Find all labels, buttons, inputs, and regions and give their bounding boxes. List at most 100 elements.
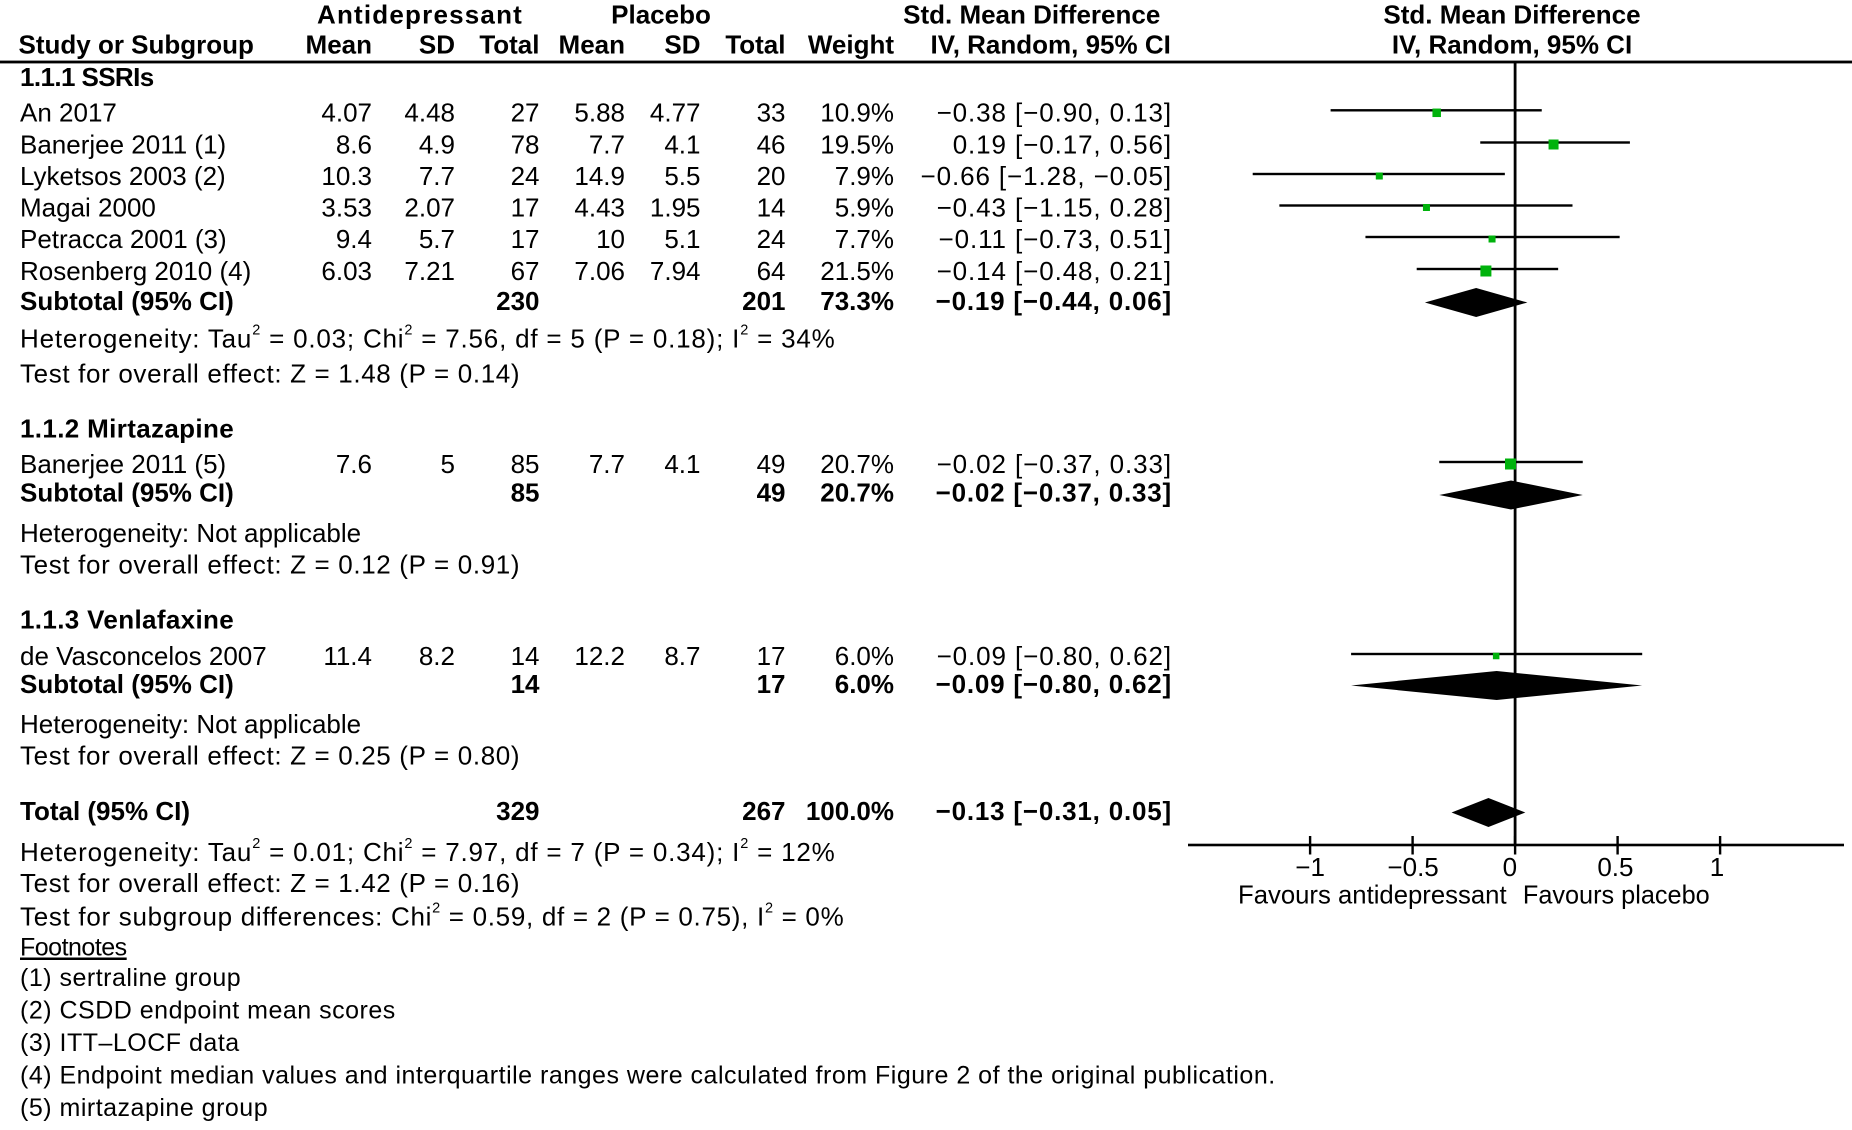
- svg-text:Magai 2000: Magai 2000: [20, 193, 156, 223]
- svg-text:−0.09 [−0.80, 0.62]: −0.09 [−0.80, 0.62]: [937, 641, 1172, 671]
- svg-text:Test for subgroup differences:: Test for subgroup differences: Chi2​ = 0…: [20, 901, 844, 932]
- svg-text:21.5%: 21.5%: [820, 256, 894, 286]
- svg-text:5.9%: 5.9%: [835, 193, 894, 223]
- svg-text:Subtotal (95% CI): Subtotal (95% CI): [20, 478, 234, 508]
- svg-text:24: 24: [511, 161, 540, 191]
- svg-text:Weight: Weight: [808, 30, 895, 60]
- svg-text:IV, Random, 95% CI: IV, Random, 95% CI: [931, 30, 1171, 60]
- svg-text:Heterogeneity: Tau2​ = 0.01; C: Heterogeneity: Tau2​ = 0.01; Chi2​ = 7.9…: [20, 836, 836, 867]
- svg-text:−0.11 [−0.73, 0.51]: −0.11 [−0.73, 0.51]: [939, 224, 1172, 254]
- svg-text:SD: SD: [664, 30, 700, 60]
- svg-text:−0.38 [−0.90, 0.13]: −0.38 [−0.90, 0.13]: [937, 98, 1172, 128]
- svg-text:4.07: 4.07: [321, 98, 372, 128]
- svg-text:46: 46: [757, 130, 786, 160]
- svg-text:Mean: Mean: [306, 30, 372, 60]
- svg-text:73.3%: 73.3%: [820, 286, 894, 316]
- svg-text:6.0%: 6.0%: [835, 669, 894, 699]
- svg-text:−1: −1: [1295, 852, 1325, 882]
- svg-text:7.94: 7.94: [650, 256, 701, 286]
- svg-text:27: 27: [511, 98, 540, 128]
- svg-text:20.7%: 20.7%: [820, 478, 894, 508]
- svg-text:Placebo: Placebo: [611, 0, 711, 30]
- svg-text:7.7: 7.7: [419, 161, 455, 191]
- svg-text:10.3: 10.3: [321, 161, 372, 191]
- svg-text:24: 24: [757, 224, 786, 254]
- svg-text:10: 10: [596, 224, 625, 254]
- svg-text:7.6: 7.6: [336, 449, 372, 479]
- svg-text:7.06: 7.06: [574, 256, 625, 286]
- svg-text:−0.14 [−0.48, 0.21]: −0.14 [−0.48, 0.21]: [937, 256, 1172, 286]
- svg-text:5.5: 5.5: [664, 161, 700, 191]
- svg-text:8.2: 8.2: [419, 641, 455, 671]
- svg-text:(1) sertraline group: (1) sertraline group: [20, 964, 241, 992]
- svg-text:20: 20: [757, 161, 786, 191]
- svg-text:7.7: 7.7: [589, 130, 625, 160]
- svg-text:1.1.2 Mirtazapine: 1.1.2 Mirtazapine: [20, 414, 234, 444]
- svg-text:19.5%: 19.5%: [820, 130, 894, 160]
- svg-text:Antidepressant: Antidepressant: [317, 0, 523, 30]
- svg-text:6.03: 6.03: [321, 256, 372, 286]
- svg-text:329: 329: [496, 796, 539, 826]
- svg-text:49: 49: [757, 478, 786, 508]
- svg-text:7.7: 7.7: [589, 449, 625, 479]
- svg-text:Banerjee 2011 (1): Banerjee 2011 (1): [20, 130, 226, 160]
- svg-text:0: 0: [1503, 852, 1517, 882]
- svg-text:(3) ITT–LOCF data: (3) ITT–LOCF data: [20, 1029, 240, 1057]
- svg-text:14: 14: [511, 669, 540, 699]
- svg-text:7.21: 7.21: [404, 256, 455, 286]
- svg-text:Total: Total: [725, 30, 785, 60]
- svg-text:Rosenberg 2010 (4): Rosenberg 2010 (4): [20, 256, 251, 286]
- svg-text:SD: SD: [419, 30, 455, 60]
- svg-text:Lyketsos 2003 (2): Lyketsos 2003 (2): [20, 161, 226, 191]
- svg-text:201: 201: [742, 286, 785, 316]
- svg-text:Test for overall effect: Z = 0: Test for overall effect: Z = 0.12 (P = 0…: [20, 550, 520, 580]
- svg-text:4.48: 4.48: [404, 98, 455, 128]
- svg-text:5.88: 5.88: [574, 98, 625, 128]
- svg-text:de Vasconcelos 2007: de Vasconcelos 2007: [20, 641, 267, 671]
- svg-text:Favours antidepressant: Favours antidepressant: [1238, 880, 1507, 910]
- svg-text:64: 64: [757, 256, 786, 286]
- svg-text:Test for overall effect: Z = 1: Test for overall effect: Z = 1.42 (P = 0…: [20, 868, 520, 898]
- svg-text:4.1: 4.1: [664, 130, 700, 160]
- svg-text:−0.13 [−0.31, 0.05]: −0.13 [−0.31, 0.05]: [936, 796, 1172, 826]
- svg-text:49: 49: [757, 449, 786, 479]
- svg-text:−0.09 [−0.80, 0.62]: −0.09 [−0.80, 0.62]: [936, 669, 1172, 699]
- svg-text:7.9%: 7.9%: [835, 161, 894, 191]
- svg-text:(2) CSDD endpoint mean scores: (2) CSDD endpoint mean scores: [20, 997, 396, 1025]
- svg-text:8.7: 8.7: [664, 641, 700, 671]
- svg-text:1.95: 1.95: [650, 193, 701, 223]
- svg-text:0.5: 0.5: [1597, 852, 1633, 882]
- svg-text:Banerjee 2011 (5): Banerjee 2011 (5): [20, 449, 226, 479]
- svg-text:17: 17: [511, 193, 540, 223]
- svg-text:8.6: 8.6: [336, 130, 372, 160]
- svg-text:Total: Total: [479, 30, 539, 60]
- svg-text:Heterogeneity: Not applicable: Heterogeneity: Not applicable: [20, 709, 361, 739]
- svg-text:6.0%: 6.0%: [835, 641, 894, 671]
- svg-text:78: 78: [511, 130, 540, 160]
- svg-text:10.9%: 10.9%: [820, 98, 894, 128]
- svg-text:17: 17: [511, 224, 540, 254]
- svg-text:33: 33: [757, 98, 786, 128]
- svg-text:4.43: 4.43: [574, 193, 625, 223]
- svg-text:5.1: 5.1: [664, 224, 700, 254]
- svg-text:−0.43 [−1.15, 0.28]: −0.43 [−1.15, 0.28]: [937, 193, 1172, 223]
- svg-text:0.19 [−0.17, 0.56]: 0.19 [−0.17, 0.56]: [953, 130, 1172, 160]
- svg-text:Subtotal (95% CI): Subtotal (95% CI): [20, 286, 234, 316]
- svg-text:4.9: 4.9: [419, 130, 455, 160]
- svg-text:3.53: 3.53: [321, 193, 372, 223]
- svg-text:−0.02 [−0.37, 0.33]: −0.02 [−0.37, 0.33]: [937, 449, 1172, 479]
- svg-text:−0.02 [−0.37, 0.33]: −0.02 [−0.37, 0.33]: [936, 478, 1172, 508]
- svg-text:11.4: 11.4: [323, 641, 372, 671]
- svg-text:17: 17: [757, 669, 786, 699]
- svg-text:Std. Mean Difference: Std. Mean Difference: [1383, 0, 1640, 30]
- svg-text:100.0%: 100.0%: [806, 796, 894, 826]
- svg-text:Petracca 2001 (3): Petracca 2001 (3): [20, 224, 227, 254]
- svg-text:(5) mirtazapine group: (5) mirtazapine group: [20, 1094, 268, 1122]
- svg-text:Subtotal (95% CI): Subtotal (95% CI): [20, 669, 234, 699]
- svg-text:Heterogeneity: Tau2​ = 0.03; C: Heterogeneity: Tau2​ = 0.03; Chi2​ = 7.5…: [20, 323, 836, 354]
- svg-text:2.07: 2.07: [404, 193, 455, 223]
- svg-text:5.7: 5.7: [419, 224, 455, 254]
- svg-text:Test for overall effect: Z = 1: Test for overall effect: Z = 1.48 (P = 0…: [20, 359, 520, 389]
- svg-text:17: 17: [757, 641, 786, 671]
- svg-text:−0.66 [−1.28, −0.05]: −0.66 [−1.28, −0.05]: [921, 161, 1172, 191]
